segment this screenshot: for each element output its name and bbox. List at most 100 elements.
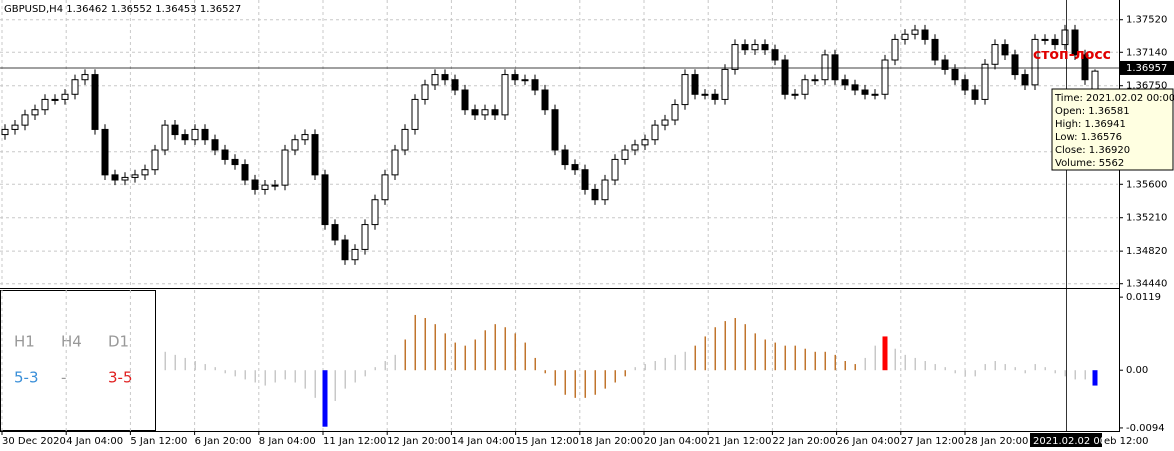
histogram-bar [974, 370, 976, 377]
histogram-bar [404, 339, 406, 371]
x-tick-label: 20 Jan 04:00 [644, 436, 707, 447]
histogram-bar [334, 370, 336, 401]
histogram-bar [704, 336, 706, 371]
candle-body [381, 174, 389, 201]
candle-body [791, 93, 799, 96]
y-tick-label: 1.36750 [1126, 81, 1167, 92]
x-tick-label: 30 Dec 2020 [2, 436, 66, 447]
indicator-y-tick-label: 0.0119 [1126, 292, 1161, 303]
candle-body [621, 149, 629, 160]
candle-body [161, 124, 169, 151]
histogram-bar [444, 333, 446, 371]
candle-body [61, 93, 69, 100]
candle-body [831, 54, 839, 81]
candle-body [921, 29, 929, 40]
candle-body [541, 89, 549, 111]
x-label-end: eb 12:00 [1104, 436, 1149, 447]
histogram-bar [1004, 364, 1006, 371]
histogram-bar [774, 342, 776, 371]
histogram-bar [584, 370, 586, 398]
candle-body [331, 224, 339, 241]
histogram-bar [834, 354, 836, 371]
y-tick-label: 1.34440 [1126, 279, 1167, 290]
candle-body [411, 98, 419, 130]
histogram-bar [1064, 370, 1066, 377]
x-tick-label: 14 Jan 04:00 [451, 436, 514, 447]
candle-body [371, 199, 379, 226]
x-tick-label: 12 Jan 20:00 [387, 436, 450, 447]
tooltip-line: Time: 2021.02.02 00:00 [1054, 93, 1174, 104]
candle-body [891, 38, 899, 61]
histogram-bar [714, 327, 716, 371]
x-tick-label: 11 Jan 12:00 [323, 436, 386, 447]
histogram-bar [924, 361, 926, 371]
candle-body [451, 79, 459, 91]
candle-body [441, 74, 449, 81]
candle-body [551, 109, 559, 151]
histogram-bar [424, 318, 426, 371]
candle-body [1, 128, 9, 136]
histogram-bar [224, 370, 226, 374]
histogram-bar [1034, 364, 1036, 371]
candle-body [571, 164, 579, 171]
candle-body [471, 109, 479, 116]
candle-body [961, 79, 969, 91]
histogram-bar [484, 330, 486, 371]
histogram-bar [294, 370, 296, 383]
histogram-bar [254, 370, 256, 383]
x-tick-label: 28 Jan 20:00 [965, 436, 1028, 447]
y-tick-label: 1.34820 [1126, 246, 1167, 257]
histogram-bar [954, 370, 956, 374]
histogram-bar [794, 345, 796, 371]
candle-body [801, 79, 809, 95]
candle-body [981, 63, 989, 100]
candle-body [1011, 54, 1019, 76]
candle-body [951, 68, 959, 81]
price-label: 1.36957 [1126, 63, 1167, 74]
histogram-bar [534, 357, 536, 371]
candle-body [131, 174, 139, 178]
tooltip-line: Low: 1.36576 [1055, 132, 1122, 143]
histogram-bar [1074, 370, 1076, 380]
candle-body [611, 158, 619, 181]
candle-body [91, 74, 99, 130]
histogram-bar [604, 370, 606, 389]
histogram-bar [844, 361, 846, 371]
histogram-bar [624, 370, 626, 377]
candle-body [991, 44, 999, 65]
histogram-bar [214, 367, 216, 371]
candle-body [361, 224, 369, 250]
cursor-label-box [1030, 433, 1102, 447]
candle-body [931, 38, 939, 61]
candle-body [151, 149, 159, 171]
histogram-bar [594, 370, 596, 395]
histogram-bar [914, 357, 916, 371]
candle-body [741, 44, 749, 51]
candle-body [1041, 38, 1049, 41]
histogram-bar [1054, 370, 1056, 374]
candle-body [751, 44, 759, 51]
candle-body [41, 98, 49, 111]
candle-body [821, 54, 829, 81]
histogram-bar [434, 324, 436, 371]
chart-title: GBPUSD,H4 1.36462 1.36552 1.36453 1.3652… [4, 4, 241, 15]
histogram-bar [374, 367, 376, 371]
histogram-bar [804, 348, 806, 371]
candle-body [321, 174, 329, 226]
histogram-bar [204, 364, 206, 371]
tooltip: Time: 2021.02.02 00:00 Open: 1.36581 Hig… [1051, 88, 1174, 171]
histogram-bar [1084, 370, 1086, 380]
candle-body [971, 89, 979, 100]
candle-body [191, 128, 199, 141]
candle-body [111, 174, 119, 181]
tooltip-line: Open: 1.36581 [1055, 106, 1130, 117]
candle-body [1081, 54, 1089, 81]
tooltip-line: Volume: 5562 [1055, 158, 1124, 169]
candle-body [681, 74, 689, 106]
panel-header: D1 [108, 333, 129, 351]
price-label-box [1120, 60, 1174, 75]
histogram-bar [344, 370, 346, 389]
panel-value: 3-5 [108, 369, 133, 387]
histogram-bar [882, 336, 888, 371]
histogram-bar [634, 367, 636, 371]
